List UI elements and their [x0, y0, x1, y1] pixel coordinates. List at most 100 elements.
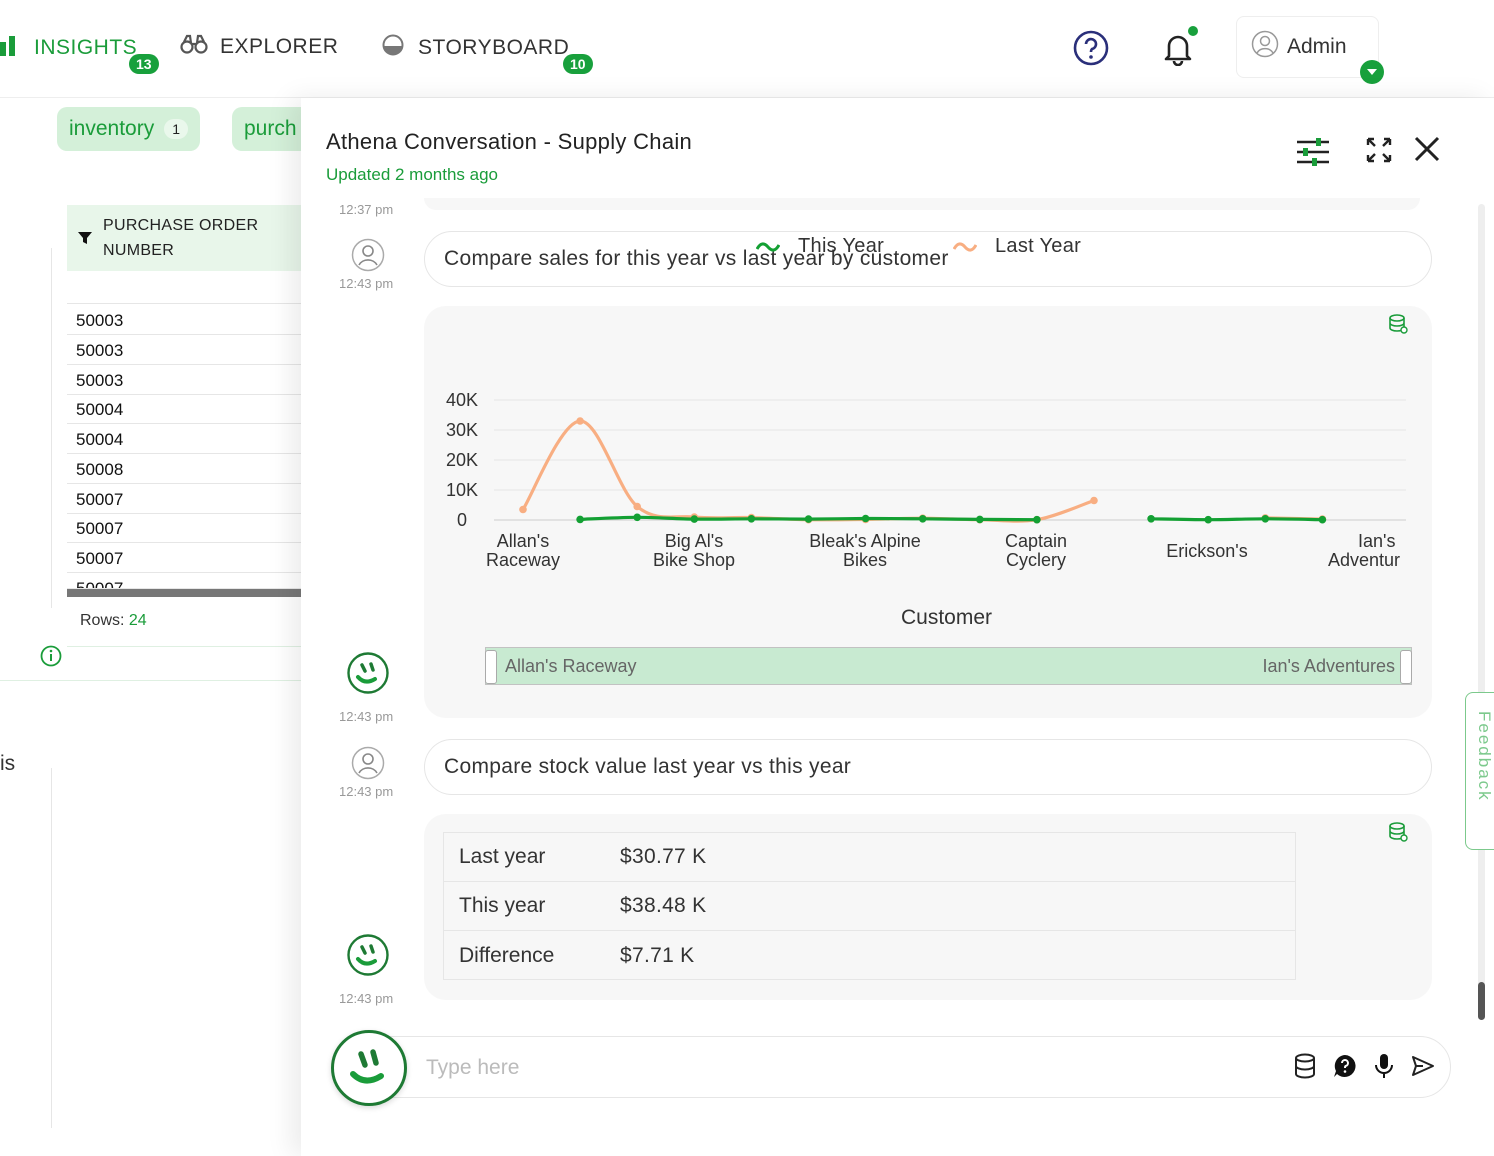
- x-tick-line: Allan's: [496, 531, 550, 551]
- data-point-this-year[interactable]: [1147, 515, 1155, 523]
- storyboard-icon: [382, 34, 404, 62]
- nav-explorer[interactable]: EXPLORER: [180, 34, 338, 60]
- suggestions-button[interactable]: [1331, 1052, 1359, 1080]
- nav-insights[interactable]: INSIGHTS: [0, 34, 137, 62]
- data-point-this-year[interactable]: [747, 515, 756, 523]
- top-nav: INSIGHTS 13 EXPLORER STORYBOARD 10 Admin: [0, 0, 1494, 98]
- user-icon: [351, 746, 385, 780]
- filter-chip-purchase[interactable]: purch: [232, 107, 312, 151]
- help-icon: [1073, 30, 1109, 66]
- feedback-tab[interactable]: Feedback: [1465, 692, 1494, 850]
- table-horizontal-scrollbar[interactable]: [67, 589, 307, 597]
- legend-this-year-swatch: [756, 242, 780, 251]
- table-column-header[interactable]: PURCHASE ORDER NUMBER: [67, 205, 307, 271]
- y-tick-label: 40K: [446, 390, 479, 410]
- bell-icon: [1164, 35, 1192, 67]
- x-tick-label: Bleak's Alpine Bikes: [795, 532, 935, 570]
- table-row[interactable]: 50004: [67, 394, 307, 424]
- send-button[interactable]: [1409, 1052, 1437, 1080]
- table-row[interactable]: 50007: [67, 513, 307, 543]
- bot-smile-icon: [347, 652, 389, 694]
- chart-zoom-slider[interactable]: Allan's Raceway Ian's Adventures: [485, 647, 1412, 685]
- table-row[interactable]: 50003: [67, 305, 307, 335]
- x-tick-line: Bleak's Alpine: [809, 531, 921, 551]
- user-message: Compare stock value last year vs this ye…: [424, 739, 1432, 795]
- settings-button[interactable]: [1293, 132, 1333, 172]
- table-row[interactable]: 50003: [67, 335, 307, 365]
- y-tick-label: 30K: [446, 420, 479, 440]
- close-icon: [1414, 136, 1440, 162]
- conversation-scrollbar[interactable]: [1478, 204, 1485, 1020]
- data-point-this-year[interactable]: [1204, 515, 1212, 524]
- chevron-down-icon: [1367, 69, 1377, 75]
- nav-storyboard[interactable]: STORYBOARD: [382, 34, 569, 62]
- data-point-this-year[interactable]: [633, 513, 641, 522]
- user-menu-chevron[interactable]: [1360, 60, 1384, 84]
- info-button[interactable]: [40, 645, 62, 667]
- bot-smile-icon: [347, 934, 389, 976]
- data-point-this-year[interactable]: [861, 514, 870, 523]
- legend-last-year[interactable]: Last Year: [953, 235, 1081, 258]
- data-point-this-year[interactable]: [690, 515, 699, 523]
- table-row[interactable]: 50003: [67, 365, 307, 395]
- data-point-this-year[interactable]: [1318, 515, 1327, 524]
- data-point-this-year[interactable]: [976, 515, 984, 524]
- message-time: 12:43 pm: [339, 784, 394, 799]
- table-row[interactable]: 50008: [67, 454, 307, 484]
- data-point-this-year[interactable]: [804, 515, 813, 523]
- notifications-button[interactable]: [1160, 30, 1196, 67]
- data-source-select-button[interactable]: [1291, 1052, 1319, 1080]
- row-value: $38.48 K: [620, 894, 707, 917]
- nav-insights-label: INSIGHTS: [34, 36, 138, 59]
- column-header-line1: PURCHASE ORDER: [103, 217, 259, 234]
- zoom-start-label: Allan's Raceway: [505, 656, 637, 676]
- data-point-last-year[interactable]: [519, 505, 527, 514]
- x-tick-label: Big Al's Bike Shop: [624, 532, 764, 570]
- data-source-button[interactable]: [1387, 313, 1409, 335]
- x-tick-label: Captain Cyclery: [966, 532, 1106, 570]
- row-label: This year: [459, 894, 546, 917]
- x-tick-label: Ian's Adventur: [1308, 532, 1413, 570]
- x-tick-label: Erickson's: [1137, 542, 1277, 561]
- insights-badge: 13: [129, 54, 159, 74]
- zoom-end-handle[interactable]: [1400, 650, 1412, 684]
- expand-icon: [1366, 137, 1392, 163]
- close-button[interactable]: [1407, 129, 1447, 169]
- previous-response-card: [424, 198, 1420, 210]
- assistant-logo[interactable]: [331, 1030, 407, 1106]
- data-point-last-year[interactable]: [576, 417, 584, 425]
- data-point-last-year[interactable]: [1090, 496, 1098, 505]
- voice-input-button[interactable]: [1370, 1052, 1398, 1080]
- y-tick-label: 0: [457, 510, 468, 530]
- y-tick-label: 20K: [446, 450, 479, 470]
- chat-input[interactable]: [426, 1049, 1226, 1087]
- data-source-button[interactable]: [1387, 821, 1409, 843]
- table-row[interactable]: 50007: [67, 573, 307, 589]
- data-point-this-year[interactable]: [576, 515, 584, 524]
- table-row[interactable]: 50007: [67, 543, 307, 573]
- data-point-this-year[interactable]: [918, 515, 927, 523]
- user-menu[interactable]: Admin: [1236, 16, 1379, 78]
- table-row[interactable]: 50004: [67, 424, 307, 454]
- help-button[interactable]: [1073, 30, 1109, 66]
- x-tick-line: Erickson's: [1166, 541, 1248, 561]
- rows-count: 24: [128, 612, 147, 629]
- conversation-scroll-thumb[interactable]: [1478, 982, 1485, 1020]
- expand-button[interactable]: [1359, 130, 1399, 170]
- data-point-this-year[interactable]: [1261, 515, 1270, 523]
- divider: [51, 248, 52, 608]
- data-point-last-year[interactable]: [633, 502, 641, 511]
- filter-icon: [78, 232, 92, 244]
- data-point-this-year[interactable]: [1033, 515, 1041, 524]
- legend-this-year[interactable]: This Year: [756, 235, 884, 258]
- rows-label: Rows:: [80, 612, 125, 629]
- zoom-start-handle[interactable]: [485, 650, 497, 684]
- feedback-label: Feedback: [1475, 711, 1494, 802]
- panel-title: Athena Conversation - Supply Chain: [326, 129, 693, 154]
- user-message: Compare sales for this year vs last year…: [424, 231, 1432, 287]
- x-tick-line: Big Al's: [664, 531, 724, 551]
- table-row[interactable]: 50007: [67, 484, 307, 514]
- x-tick-line: Captain: [1004, 531, 1068, 551]
- filter-chip-inventory[interactable]: inventory 1: [57, 107, 201, 151]
- database-icon: [1389, 822, 1408, 842]
